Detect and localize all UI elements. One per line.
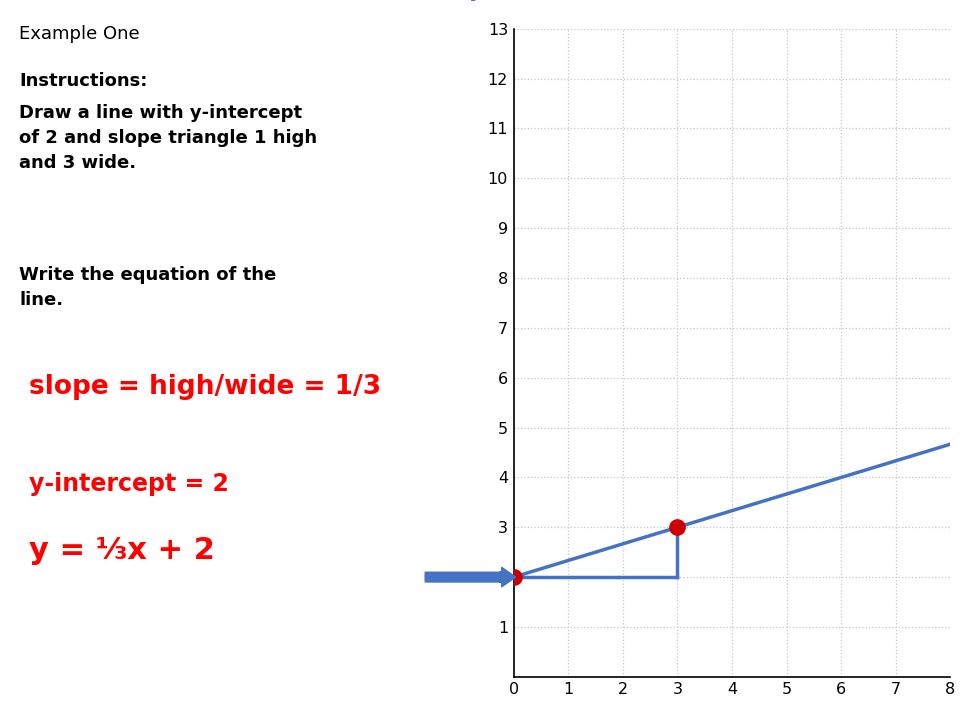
Text: Write the equation of the
line.: Write the equation of the line. [19, 266, 276, 310]
Text: y-intercept = 2: y-intercept = 2 [29, 472, 228, 495]
Text: Example One: Example One [19, 25, 140, 43]
Text: slope = high/wide = 1/3: slope = high/wide = 1/3 [29, 374, 381, 400]
Text: Instructions:: Instructions: [19, 72, 148, 90]
Text: y = ⅓x + 2: y = ⅓x + 2 [29, 536, 215, 565]
Text: y: y [468, 0, 482, 1]
Text: Draw a line with y-intercept
of 2 and slope triangle 1 high
and 3 wide.: Draw a line with y-intercept of 2 and sl… [19, 104, 318, 172]
